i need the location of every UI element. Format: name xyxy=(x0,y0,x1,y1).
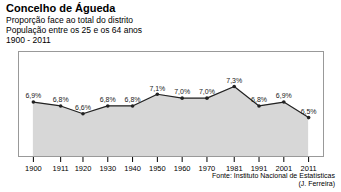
svg-text:1930: 1930 xyxy=(99,164,116,172)
svg-text:6,8%: 6,8% xyxy=(53,96,69,103)
svg-text:1911: 1911 xyxy=(53,164,69,172)
svg-text:7,0%: 7,0% xyxy=(174,88,190,95)
svg-text:2011: 2011 xyxy=(301,164,317,172)
html-text:1900 - 2011: 1900 - 2011 xyxy=(6,35,51,45)
svg-text:7,1%: 7,1% xyxy=(149,85,165,92)
svg-text:6,9%: 6,9% xyxy=(276,92,292,99)
svg-text:6,6%: 6,6% xyxy=(75,104,91,111)
svg-text:2001: 2001 xyxy=(275,164,292,172)
svg-text:7,0%: 7,0% xyxy=(199,88,215,95)
svg-text:7,3%: 7,3% xyxy=(226,77,242,84)
html-text:Fonte: Instituto Nacional de E: Fonte: Instituto Nacional de Estatística… xyxy=(212,172,335,179)
svg-text:1900: 1900 xyxy=(25,164,42,172)
svg-text:1940: 1940 xyxy=(124,164,141,172)
svg-text:1920: 1920 xyxy=(75,164,92,172)
svg-text:1950: 1950 xyxy=(149,164,166,172)
svg-text:6,8%: 6,8% xyxy=(251,96,267,103)
svg-text:1960: 1960 xyxy=(174,164,191,172)
svg-text:1970: 1970 xyxy=(199,164,216,172)
svg-text:1981: 1981 xyxy=(226,164,243,172)
svg-text:6,5%: 6,5% xyxy=(301,108,317,115)
svg-text:6,8%: 6,8% xyxy=(100,96,116,103)
html-text:População entre os 25 e os 64: População entre os 25 e os 64 anos xyxy=(6,25,143,35)
svg-text:6,9%: 6,9% xyxy=(25,92,41,99)
html-text:(J. Ferreira): (J. Ferreira) xyxy=(298,180,335,187)
html-text:Proporção face ao total do dis: Proporção face ao total do distrito xyxy=(6,15,134,25)
svg-text:1991: 1991 xyxy=(251,164,268,172)
html-text:Concelho de Águeda: Concelho de Águeda xyxy=(6,2,116,14)
svg-text:6,8%: 6,8% xyxy=(125,96,141,103)
